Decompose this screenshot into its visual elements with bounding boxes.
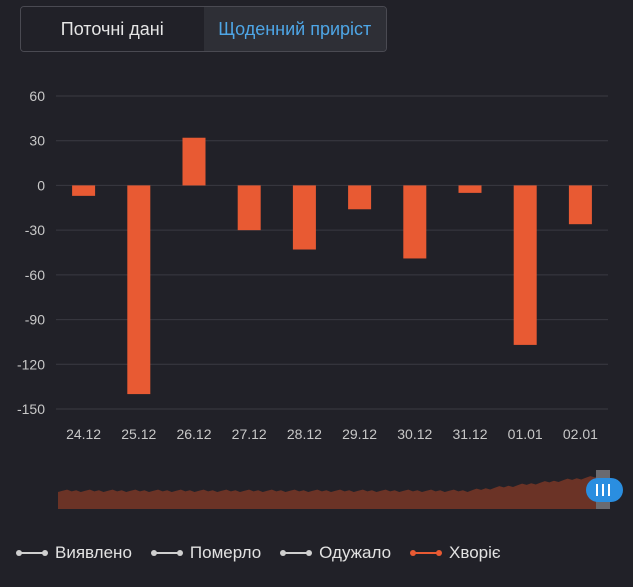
- bar[interactable]: [403, 185, 427, 259]
- x-tick-label: 25.12: [121, 426, 156, 442]
- bar[interactable]: [72, 185, 96, 196]
- line-marker-icon: [150, 550, 183, 556]
- tab-current-data[interactable]: Поточні дані: [21, 7, 204, 51]
- x-tick-label: 01.01: [508, 426, 543, 442]
- bar[interactable]: [513, 185, 537, 345]
- line-marker-icon: [410, 550, 443, 556]
- legend-label: Одужало: [319, 543, 392, 562]
- y-tick-label: -90: [25, 312, 45, 328]
- bar-series: [72, 137, 592, 395]
- navigator-handle[interactable]: [586, 478, 623, 502]
- bar[interactable]: [127, 185, 151, 395]
- legend-label: Виявлено: [55, 543, 132, 562]
- y-tick-label: 30: [29, 133, 45, 149]
- view-tabs: Поточні дані Щоденний приріст: [20, 6, 387, 52]
- legend-item-recovered[interactable]: Одужало: [279, 543, 391, 563]
- bar[interactable]: [292, 185, 316, 250]
- y-tick-label: 60: [29, 88, 45, 104]
- legend-item-sick[interactable]: Хворіє: [409, 543, 501, 563]
- x-tick-label: 26.12: [176, 426, 211, 442]
- bar[interactable]: [458, 185, 482, 193]
- x-tick-label: 27.12: [232, 426, 267, 442]
- x-axis: 24.12 25.12 26.12 27.12 28.12 29.12 30.12 31.12…: [66, 426, 598, 442]
- x-tick-label: 24.12: [66, 426, 101, 442]
- tab-daily-growth[interactable]: Щоденний приріст: [203, 7, 386, 51]
- bar[interactable]: [182, 137, 206, 186]
- x-tick-label: 29.12: [342, 426, 377, 442]
- y-tick-label: -120: [17, 356, 45, 372]
- y-tick-label: 0: [37, 177, 45, 193]
- bar[interactable]: [237, 185, 261, 231]
- y-tick-label: -30: [25, 222, 45, 238]
- bar[interactable]: [568, 185, 592, 225]
- legend: Виявлено Померло Одужало Хворіє: [15, 543, 501, 563]
- y-tick-label: -150: [17, 401, 45, 417]
- navigator-series-area: [58, 475, 604, 509]
- y-tick-label: -60: [25, 267, 45, 283]
- line-marker-icon: [16, 550, 48, 556]
- navigator[interactable]: [58, 470, 623, 509]
- x-tick-label: 02.01: [563, 426, 598, 442]
- line-marker-icon: [280, 550, 313, 556]
- bar-chart: 60 30 0 -30 -60 -90 -120 -150 24.12 25.12 26.12 27…: [17, 88, 623, 509]
- x-tick-label: 30.12: [397, 426, 432, 442]
- x-tick-label: 28.12: [287, 426, 322, 442]
- x-tick-label: 31.12: [452, 426, 487, 442]
- legend-item-detected[interactable]: Виявлено: [15, 543, 132, 563]
- bar[interactable]: [348, 185, 372, 210]
- legend-item-died[interactable]: Померло: [150, 543, 261, 563]
- y-axis: 60 30 0 -30 -60 -90 -120 -150: [17, 88, 45, 417]
- legend-label: Хворіє: [449, 543, 501, 562]
- legend-label: Померло: [189, 543, 262, 562]
